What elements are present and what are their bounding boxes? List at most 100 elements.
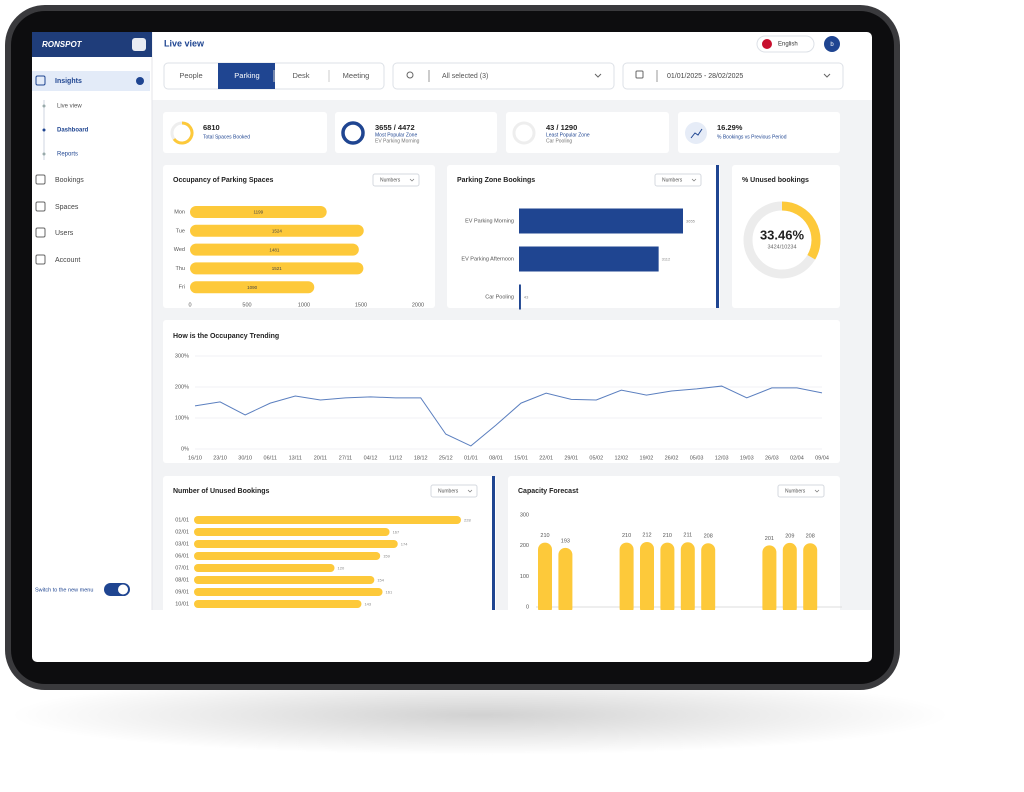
bar <box>194 576 375 584</box>
bar <box>701 543 716 610</box>
x-tick-label: 12/03 <box>715 455 729 461</box>
dropdown[interactable] <box>430 484 478 498</box>
value-label: 211 <box>683 533 692 539</box>
category-label: Tue <box>176 228 185 234</box>
x-tick-label: 08/01 <box>489 455 503 461</box>
chart-title: Occupancy of Parking Spaces <box>173 177 273 184</box>
chart-title: % Unused bookings <box>742 177 809 184</box>
value-label: 210 <box>622 533 631 539</box>
date-filter[interactable] <box>622 62 844 90</box>
x-tick-label: 15/01 <box>514 455 528 461</box>
page-title: Live view <box>164 38 205 48</box>
value-label: 193 <box>561 538 570 544</box>
value-label: 1090 <box>247 285 258 290</box>
calendar-icon <box>635 70 644 79</box>
kpi-label: Least Popular Zone <box>546 132 590 138</box>
chart-card <box>732 165 840 308</box>
category-label: EV Parking Afternoon <box>461 256 514 262</box>
chevron <box>594 73 602 78</box>
dropdown[interactable] <box>372 173 420 187</box>
kpi-icon <box>685 122 707 144</box>
bar <box>558 547 573 610</box>
menu-item: Spaces <box>55 204 79 211</box>
date-value: 01/01/2025 - 28/02/2025 <box>667 73 743 80</box>
value-label: 208 <box>806 534 815 540</box>
menu-item: Bookings <box>55 177 84 184</box>
language-pill[interactable] <box>756 35 815 53</box>
category-label: 02/01 <box>175 529 189 535</box>
switch-label: Switch to the new menu <box>35 587 93 593</box>
value-label: 209 <box>785 533 794 539</box>
location-filter[interactable] <box>392 62 615 90</box>
kpi-value: 3655 / 4472 <box>375 123 415 132</box>
scrollbar <box>492 476 495 610</box>
x-tick-label: 27/11 <box>339 455 352 461</box>
category-label: 07/01 <box>175 565 189 571</box>
toggle-knob <box>118 584 128 595</box>
active-tab[interactable] <box>218 63 275 89</box>
bar <box>619 542 634 610</box>
kpi-card <box>163 112 327 153</box>
dropdown[interactable] <box>777 484 825 498</box>
x-tick-label: 02/04 <box>790 455 804 461</box>
bar <box>190 224 364 237</box>
y-tick-label: 0 <box>526 604 529 610</box>
category-label: Car Pooling <box>485 294 514 300</box>
bar <box>519 208 683 234</box>
chart-card <box>508 476 840 610</box>
tab: Parking <box>234 71 259 80</box>
kpi-ring-arc <box>172 121 194 145</box>
submenu-item: Dashboard <box>57 128 89 134</box>
chevron <box>409 178 415 182</box>
bar <box>194 588 383 596</box>
value-label: 3655 <box>686 219 696 224</box>
x-tick-label: 16/10 <box>188 455 202 461</box>
chart-title: How is the Occupancy Trending <box>173 333 279 340</box>
chevron <box>814 489 820 493</box>
tab: Meeting <box>343 71 370 80</box>
chart-card <box>447 165 720 308</box>
avatar[interactable] <box>824 36 840 52</box>
x-tick-label: 23/10 <box>213 455 227 461</box>
bar <box>803 543 818 610</box>
collapse-button[interactable] <box>132 38 146 51</box>
value-label: 120 <box>338 566 345 571</box>
tab: Desk <box>292 71 309 80</box>
chart-title: Number of Unused Bookings <box>173 488 270 495</box>
chart-title: Parking Zone Bookings <box>457 177 535 184</box>
y-tick-label: 100 <box>520 574 529 580</box>
bar <box>190 262 364 275</box>
submenu-bullet <box>42 152 46 156</box>
x-tick-label: 1500 <box>355 302 367 308</box>
kpi-card <box>335 112 497 153</box>
pin-icon <box>406 71 414 79</box>
language: English <box>778 42 798 48</box>
category-label: Mon <box>174 209 185 215</box>
value-label: 1481 <box>269 247 280 252</box>
x-tick-label: 500 <box>242 302 251 308</box>
value-label: 210 <box>540 533 549 539</box>
kpi-card <box>506 112 669 153</box>
x-tick-label: 06/11 <box>264 455 277 461</box>
x-tick-label: 18/12 <box>414 455 428 461</box>
value-label: 143 <box>364 602 371 607</box>
value-label: 212 <box>642 532 651 538</box>
dropdown[interactable] <box>654 173 702 187</box>
value-label: 3112 <box>662 257 671 262</box>
x-tick-label: 05/02 <box>589 455 603 461</box>
bar <box>194 528 390 536</box>
bar <box>660 542 675 610</box>
category-label: 01/01 <box>175 517 189 523</box>
x-tick-label: 30/10 <box>238 455 252 461</box>
x-tick-label: 25/12 <box>439 455 453 461</box>
category-label: Thu <box>176 266 185 272</box>
kpi-label: % Bookings vs Previous Period <box>717 134 787 140</box>
kpi-card <box>678 112 840 153</box>
shadow <box>10 675 950 755</box>
x-tick-label: 0 <box>188 302 191 308</box>
bar <box>519 246 659 272</box>
kpi-label: Total Spaces Booked <box>203 134 250 140</box>
menu-item: Insights <box>55 78 82 85</box>
bar <box>782 542 797 610</box>
